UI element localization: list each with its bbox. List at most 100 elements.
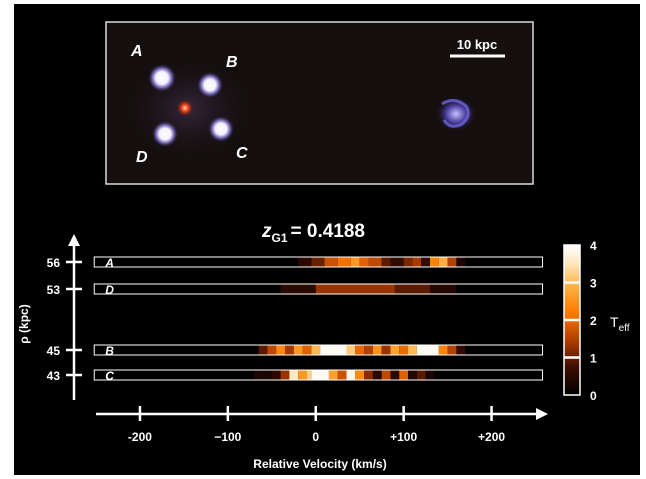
quasar-image-c	[208, 116, 234, 142]
x-tick-label: +200	[478, 430, 505, 444]
heatmap-cell	[324, 257, 338, 267]
heatmap-cell	[399, 345, 409, 355]
colorbar-ticks: 0 1 2 3 4	[564, 239, 597, 403]
x-tick-layer: -200 −100 0 +100 +200	[128, 406, 505, 444]
row-label: C	[105, 369, 114, 383]
y-axis-arrow	[68, 234, 80, 246]
row-label: D	[105, 283, 114, 297]
heatmap-cell	[258, 345, 268, 355]
heatmap-cell	[298, 257, 312, 267]
heatmap-cell	[311, 257, 325, 267]
figure: A B C D 10 kpc zG1 = 0.4188 ρ (kpc) 56 53 4…	[14, 4, 640, 475]
x-tick-label: 0	[312, 430, 319, 444]
image-label-b: B	[226, 54, 238, 71]
y-tick-label: 43	[47, 369, 61, 383]
heatmap-cell	[456, 257, 466, 267]
heatmap-cell	[390, 370, 400, 380]
row-frame	[93, 256, 544, 268]
heatmap-cell	[355, 370, 365, 380]
heatmap-cell	[390, 257, 404, 267]
quasar-image-a	[148, 64, 176, 92]
row-frame	[93, 369, 544, 381]
heatmap-cell	[359, 257, 369, 267]
colorbar: 0 1 2 3 4 Teff	[563, 239, 630, 403]
heatmap-cell	[280, 370, 290, 380]
heatmap-cell	[408, 345, 417, 355]
heatmap-cell	[293, 345, 303, 355]
row-label: A	[104, 256, 114, 270]
heatmap-cell	[298, 370, 307, 380]
heatmap-cell	[399, 370, 409, 380]
image-panel: A B C D 10 kpc	[105, 21, 534, 185]
title-sub: G1	[272, 231, 288, 245]
y-axis: ρ (kpc) 56 53 45 43	[17, 234, 82, 400]
row-frame	[93, 344, 544, 356]
heatmap-cell	[284, 345, 294, 355]
heatmap-cell	[416, 370, 426, 380]
heatmap-cell	[381, 370, 391, 380]
quasar-image-d	[152, 121, 178, 147]
colorbar-label-sub: eff	[619, 323, 630, 334]
heatmap-cell	[315, 284, 395, 294]
colorbar-label-main: T	[610, 314, 619, 330]
heatmap-cell	[381, 345, 391, 355]
heatmap-cell	[328, 370, 338, 380]
x-axis-arrow	[536, 408, 548, 420]
scalebar-label: 10 kpc	[457, 37, 497, 52]
spectrum-row-d: D	[93, 283, 544, 297]
spectrum-row-b: B	[93, 344, 544, 358]
companion-galaxy-arm	[441, 99, 470, 128]
title-value: = 0.4188	[291, 221, 366, 242]
heatmap-rows: AD BC	[93, 256, 544, 383]
heatmap-cell	[394, 284, 431, 294]
heatmap-cell	[403, 257, 413, 267]
title-z: z	[261, 221, 272, 242]
heatmap-cell	[311, 345, 321, 355]
colorbar-tick-label: 1	[590, 352, 597, 366]
colorbar-label: Teff	[610, 314, 630, 334]
x-tick-label: +100	[390, 430, 417, 444]
colorbar-tick-label: 2	[590, 314, 597, 328]
heatmap-cell	[430, 257, 439, 267]
heatmap-cell	[271, 370, 281, 380]
colorbar-tick-label: 0	[590, 389, 597, 403]
heatmap-cell	[267, 345, 277, 355]
y-tick-label: 53	[47, 283, 61, 297]
heatmap-cell	[337, 257, 351, 267]
heatmap-cell	[364, 345, 373, 355]
row-label: B	[105, 344, 114, 358]
heatmap-cell	[372, 345, 382, 355]
heatmap-cell	[346, 370, 356, 380]
y-axis-label: ρ (kpc)	[17, 304, 31, 343]
chart-title: zG1 = 0.4188	[261, 221, 365, 245]
colorbar-tick-label: 4	[590, 239, 597, 253]
y-tick-label: 45	[47, 344, 61, 358]
heatmap-cell	[438, 345, 448, 355]
figure-canvas: A B C D 10 kpc zG1 = 0.4188 ρ (kpc) 56 53 4…	[17, 21, 630, 471]
heatmap-cell	[350, 257, 360, 267]
heatmap-cell	[254, 370, 272, 380]
x-axis-label: Relative Velocity (km/s)	[253, 457, 386, 471]
spectrum-row-a: A	[93, 256, 544, 270]
image-label-a: A	[130, 43, 143, 60]
heatmap-cell	[364, 370, 373, 380]
heatmap-cell	[289, 370, 299, 380]
heatmap-cell	[447, 345, 457, 355]
image-label-d: D	[136, 149, 148, 166]
spectrum-row-c: C	[93, 369, 544, 383]
heatmap-cell	[438, 257, 448, 267]
heatmap-cell	[421, 257, 431, 267]
heatmap-cell	[456, 345, 466, 355]
x-axis: -200 −100 0 +100 +200 Relative Velocity (km/…	[96, 406, 548, 471]
heatmap-cell	[280, 284, 316, 294]
row-frame	[93, 283, 544, 295]
quasar-image-b	[197, 72, 223, 98]
heatmap-cell	[412, 257, 422, 267]
heatmap-cell	[320, 345, 347, 355]
x-tick-label: -200	[128, 430, 152, 444]
heatmap-cell	[346, 345, 356, 355]
heatmap-cell	[430, 284, 457, 294]
heatmap-cell	[311, 370, 329, 380]
heatmap-cell	[372, 370, 382, 380]
heatmap-cell	[390, 345, 400, 355]
